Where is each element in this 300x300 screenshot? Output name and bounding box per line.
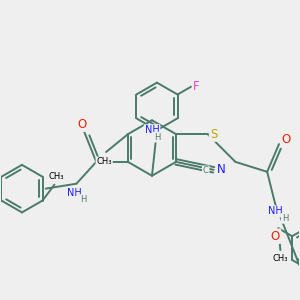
Text: H: H — [80, 195, 87, 204]
Text: O: O — [281, 133, 291, 146]
Text: F: F — [193, 80, 200, 93]
Text: H: H — [154, 133, 160, 142]
Text: C: C — [203, 166, 209, 175]
Text: CH₃: CH₃ — [273, 254, 288, 263]
Text: NH: NH — [67, 188, 82, 198]
Text: O: O — [271, 230, 280, 243]
Text: O: O — [78, 118, 87, 131]
Text: S: S — [210, 128, 217, 141]
Text: CH₃: CH₃ — [96, 158, 112, 166]
Text: H: H — [282, 214, 288, 223]
Text: NH: NH — [145, 125, 159, 135]
Text: CH₃: CH₃ — [49, 172, 64, 181]
Text: NH: NH — [268, 206, 283, 216]
Text: N: N — [217, 163, 226, 176]
